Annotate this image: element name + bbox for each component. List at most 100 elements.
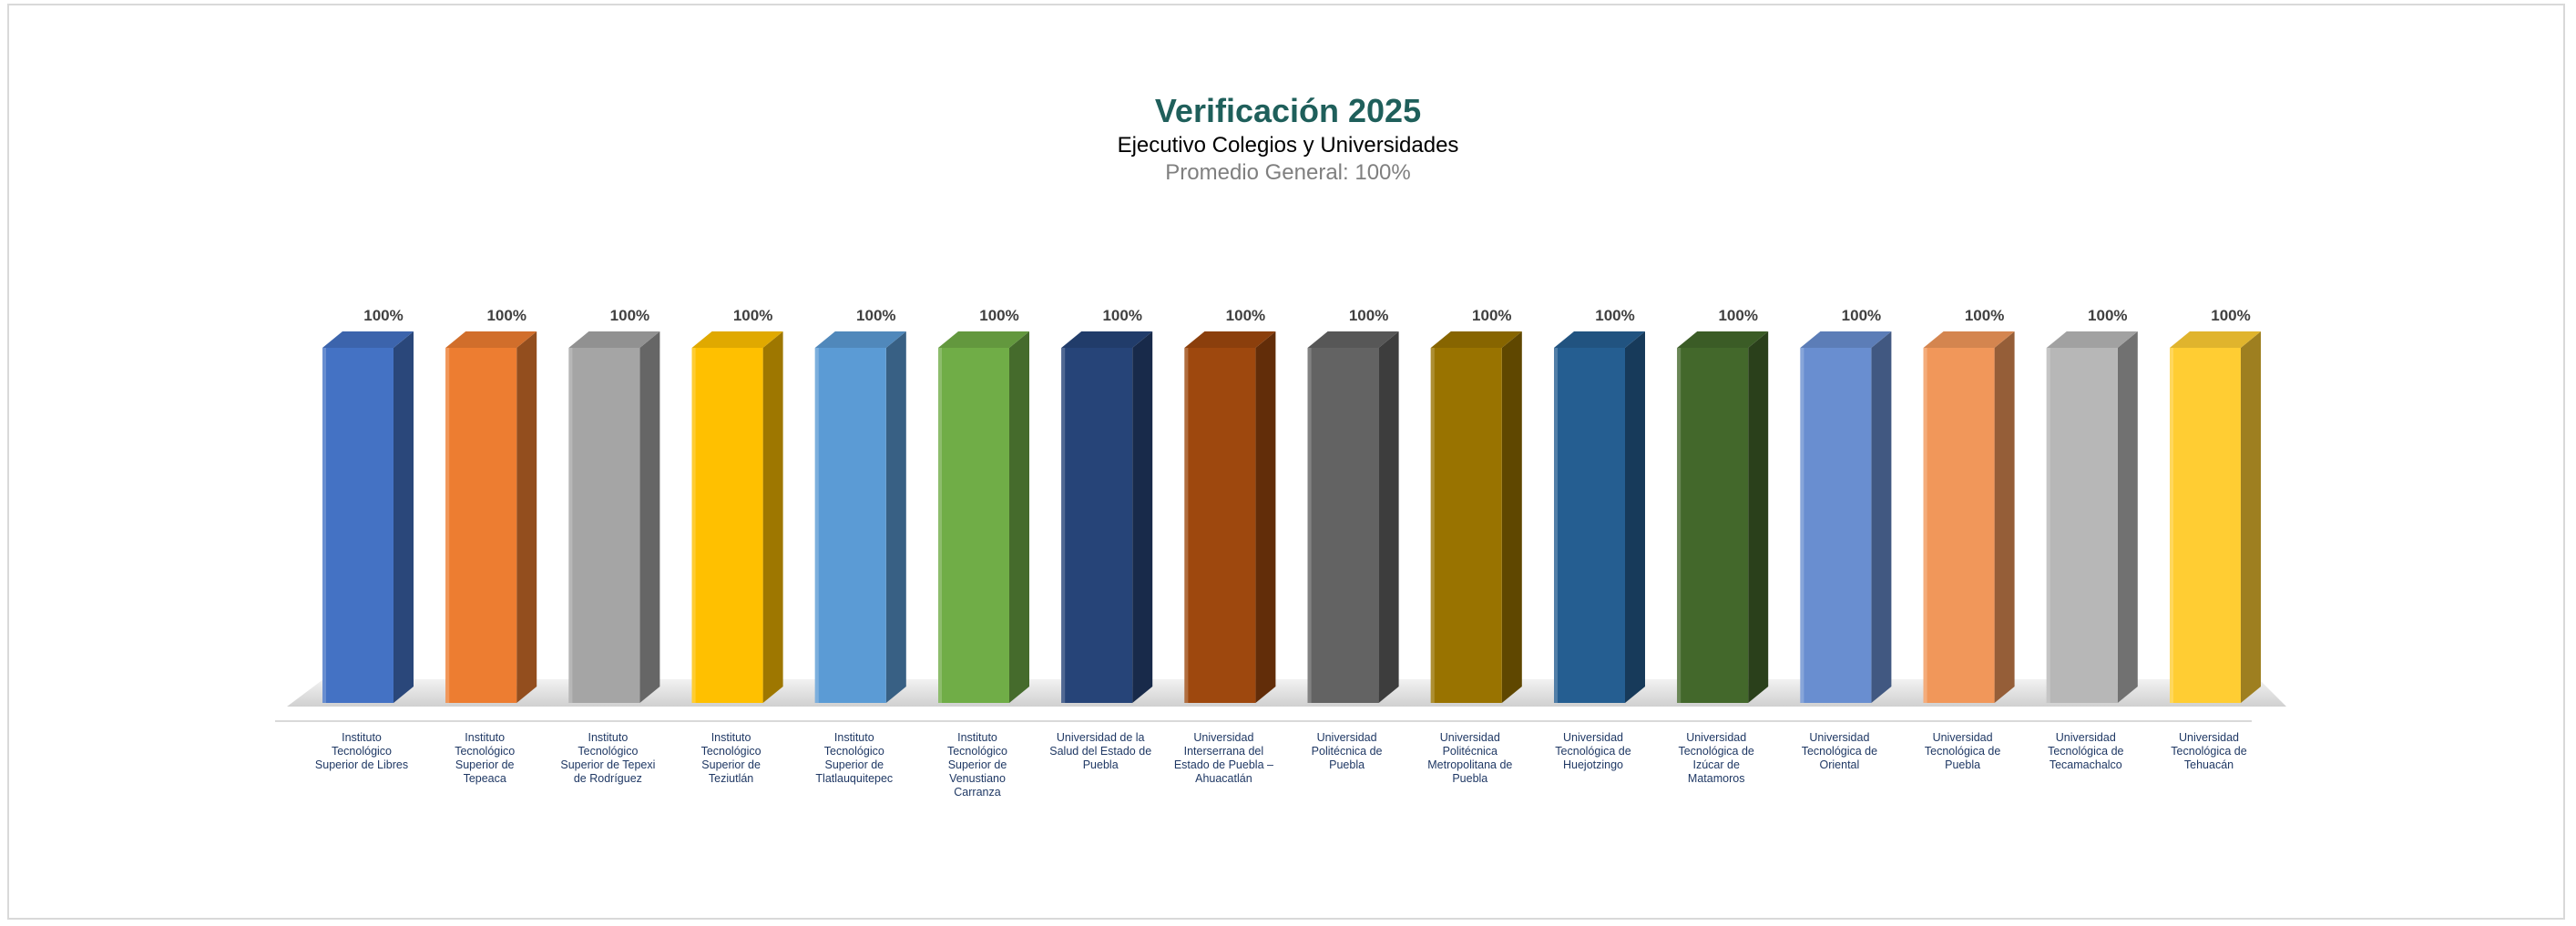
- category-label: Instituto Tecnológico Superior de Teziutlán: [701, 731, 762, 785]
- bar-top: [1184, 331, 1276, 348]
- category-label-line: Instituto: [711, 731, 751, 744]
- bar-side: [1625, 331, 1645, 703]
- category-label: Universidad Tecnológica de Tehuacán: [2171, 731, 2246, 771]
- category-label-line: Universidad: [1317, 731, 1377, 744]
- category-label: Universidad Interserrana del Estado de Pue…: [1174, 731, 1273, 785]
- category-label-line: Puebla: [1945, 758, 1980, 771]
- bar-side: [1378, 331, 1399, 703]
- category-label: Universidad Tecnológica de Puebla: [1925, 731, 2000, 771]
- category-label-line: Tecnológico: [947, 745, 1007, 758]
- category-label-line: Universidad: [2179, 731, 2239, 744]
- category-label-line: Instituto: [834, 731, 874, 744]
- category-label-line: Tecnológica de: [1802, 745, 1877, 758]
- bar-side: [1994, 331, 2015, 703]
- category-label-line: Universidad: [1686, 731, 1746, 744]
- chart-title: Verificación 2025: [1155, 92, 1421, 129]
- bar: [445, 348, 517, 703]
- category-label: Universidad Tecnológica de Huejotzingo: [1555, 731, 1630, 771]
- category-label-line: Superior de Libres: [315, 758, 408, 771]
- category-label: Universidad Politécnica Metropolitana de Pu…: [1427, 731, 1512, 785]
- category-label-line: Universidad: [1193, 731, 1253, 744]
- category-label-line: Superior de Tepexi: [560, 758, 655, 771]
- category-label-line: Instituto: [588, 731, 629, 744]
- bar-top: [1800, 331, 1892, 348]
- category-label-line: Matamoros: [1688, 772, 1745, 785]
- category-label: Instituto Tecnológico Superior de Venustian…: [947, 731, 1007, 799]
- bar-highlight: [1184, 348, 1189, 703]
- category-label-line: Tecnológica de: [2048, 745, 2123, 758]
- category-label-line: Tehuacán: [2184, 758, 2234, 771]
- data-label: 100%: [2088, 307, 2127, 324]
- category-label-line: Carranza: [954, 786, 1000, 799]
- category-label-line: Universidad de la: [1057, 731, 1145, 744]
- bar-side: [2241, 331, 2261, 703]
- category-label-line: Tecnológico: [332, 745, 392, 758]
- category-label-line: Instituto: [957, 731, 997, 744]
- bar: [1923, 348, 1995, 703]
- bar-top: [938, 331, 1029, 348]
- category-label-line: de Rodríguez: [574, 772, 642, 785]
- bar: [814, 348, 886, 703]
- category-label: Universidad Tecnológica de Tecamachalco: [2048, 731, 2123, 771]
- average-label: Promedio General: 100%: [1165, 160, 1410, 185]
- bar: [1307, 348, 1379, 703]
- plot-area: 100%Instituto Tecnológico Superior de Libr…: [275, 307, 2286, 799]
- bar-top: [2170, 331, 2261, 348]
- bar: [568, 348, 640, 703]
- bar: [1061, 348, 1133, 703]
- category-label: Universidad Politécnica de Puebla: [1312, 731, 1383, 771]
- bar-highlight: [814, 348, 819, 703]
- data-label: 100%: [1842, 307, 1881, 324]
- category-label-line: Tepeaca: [464, 772, 506, 785]
- category-label-line: Tecnológico: [455, 745, 515, 758]
- category-label-line: Puebla: [1452, 772, 1487, 785]
- bar-highlight: [568, 348, 573, 703]
- bar: [691, 348, 763, 703]
- bar-top: [1677, 331, 1769, 348]
- bar: [322, 348, 394, 703]
- category-label-line: Politécnica: [1443, 745, 1498, 758]
- bar-top: [568, 331, 660, 348]
- bar-highlight: [1800, 348, 1804, 703]
- category-label: Instituto Tecnológico Superior de Tepexi de…: [560, 731, 655, 785]
- category-label-line: Teziutlán: [709, 772, 753, 785]
- category-label: Instituto Tecnológico Superior de Tlatlauqu…: [815, 731, 893, 785]
- category-label-line: Tecnológica de: [1555, 745, 1630, 758]
- category-label-line: Politécnica de: [1312, 745, 1383, 758]
- bar-highlight: [1430, 348, 1435, 703]
- category-label-line: Tecnológico: [701, 745, 762, 758]
- category-label-line: Tecnológico: [578, 745, 638, 758]
- bar: [1184, 348, 1256, 703]
- bar-top: [445, 331, 537, 348]
- bar-highlight: [938, 348, 942, 703]
- bar-highlight: [2046, 348, 2050, 703]
- category-label-line: Universidad: [1563, 731, 1623, 744]
- category-label-line: Interserrana del: [1184, 745, 1264, 758]
- category-label-line: Tecamachalco: [2050, 758, 2122, 771]
- bar-highlight: [691, 348, 696, 703]
- bar: [2170, 348, 2241, 703]
- chart-frame: Verificación 2025 Ejecutivo Colegios y U…: [7, 4, 2565, 920]
- category-label-line: Tecnológica de: [1678, 745, 1753, 758]
- category-label-line: Venustiano: [949, 772, 1006, 785]
- data-label: 100%: [363, 307, 403, 324]
- category-label-line: Ahuacatlán: [1195, 772, 1252, 785]
- category-label-line: Estado de Puebla –: [1174, 758, 1273, 771]
- data-label: 100%: [2211, 307, 2250, 324]
- category-label-line: Universidad: [2056, 731, 2116, 744]
- bar-side: [885, 331, 906, 703]
- category-label-line: Tecnológico: [824, 745, 884, 758]
- bar-top: [1061, 331, 1153, 348]
- category-label-line: Izúcar de: [1692, 758, 1739, 771]
- category-label-line: Huejotzingo: [1563, 758, 1623, 771]
- data-label: 100%: [610, 307, 649, 324]
- bar-highlight: [1061, 348, 1066, 703]
- category-label-line: Instituto: [342, 731, 382, 744]
- bar-highlight: [322, 348, 326, 703]
- chart-subtitle: Ejecutivo Colegios y Universidades: [1118, 133, 1459, 158]
- bar-side: [762, 331, 783, 703]
- category-label-line: Universidad: [1809, 731, 1869, 744]
- bar: [1430, 348, 1502, 703]
- category-label-line: Superior de: [455, 758, 515, 771]
- bar-top: [2046, 331, 2138, 348]
